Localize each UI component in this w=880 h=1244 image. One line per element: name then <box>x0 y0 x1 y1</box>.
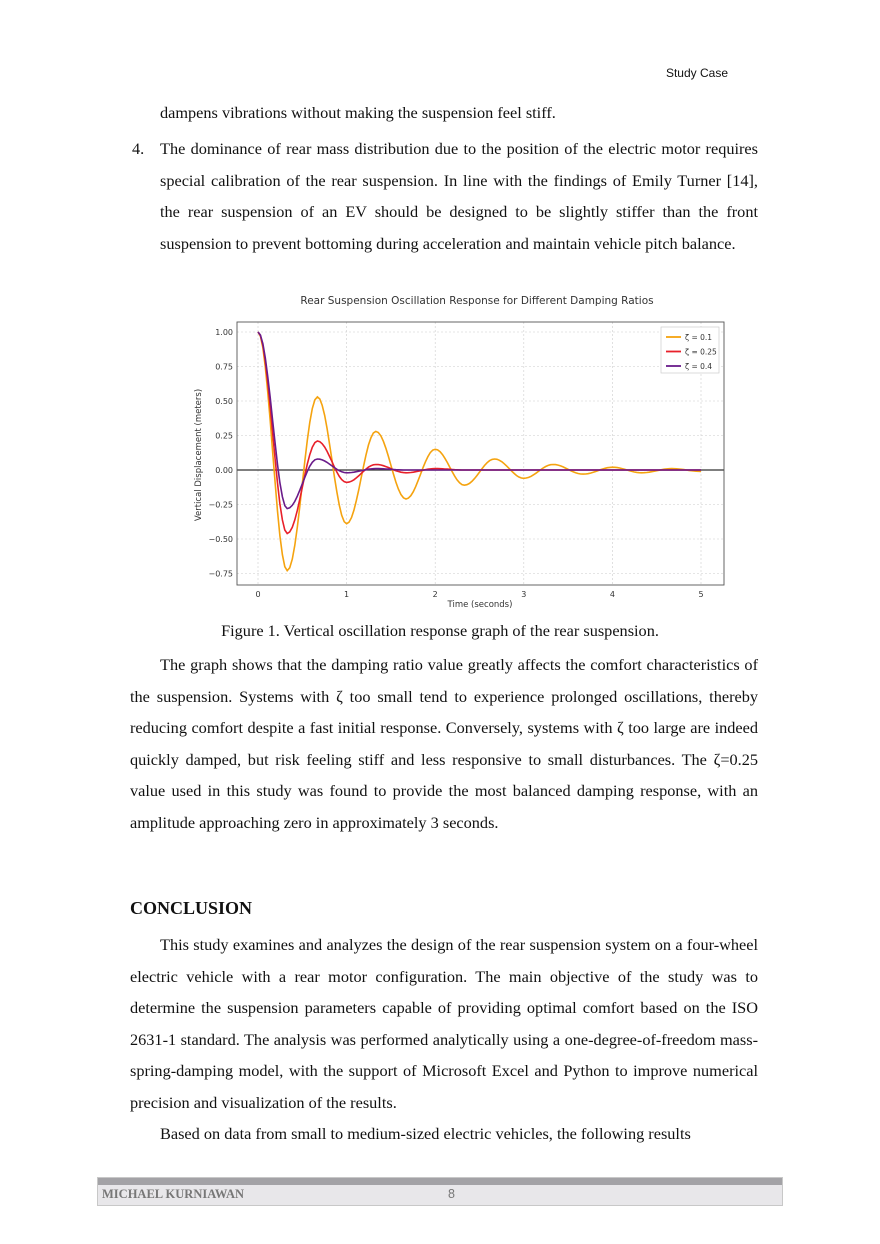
oscillation-chart: Rear Suspension Oscillation Response for… <box>185 285 735 615</box>
footer-bar <box>98 1178 782 1185</box>
paragraph-graph-discussion: The graph shows that the damping ratio v… <box>130 655 758 832</box>
y-tick-label: −0.50 <box>208 535 233 544</box>
section-heading-conclusion: CONCLUSION <box>130 898 253 918</box>
y-tick-label: 0.50 <box>215 397 233 406</box>
figure-caption: Figure 1. Vertical oscillation response … <box>221 621 659 640</box>
list-text: The dominance of rear mass distribution … <box>160 139 758 253</box>
page-number: 8 <box>448 1187 455 1201</box>
series-line-2 <box>257 331 701 510</box>
x-axis-label: Time (seconds) <box>447 600 513 610</box>
x-tick-label: 2 <box>433 590 438 599</box>
list-number: 4. <box>132 139 145 158</box>
y-tick-label: −0.75 <box>208 570 233 579</box>
legend: ζ = 0.1 ζ = 0.25 ζ = 0.4 <box>660 326 720 374</box>
y-tick-label: −0.25 <box>208 501 233 510</box>
x-tick-label: 5 <box>698 590 703 599</box>
y-tick-label: 0.00 <box>215 466 233 475</box>
x-tick-label: 4 <box>610 590 615 599</box>
footer-author: MICHAEL KURNIAWAN <box>102 1187 245 1201</box>
legend-label: ζ = 0.1 <box>685 333 712 342</box>
y-tick-label: 1.00 <box>215 328 233 337</box>
legend-label: ζ = 0.25 <box>685 348 717 357</box>
y-tick-label: 0.25 <box>215 432 233 441</box>
paragraph-conclusion-1: This study examines and analyzes the des… <box>130 935 758 1112</box>
running-header: Study Case <box>665 66 728 80</box>
x-tick-label: 0 <box>255 590 260 599</box>
y-tick-label: 0.75 <box>215 363 233 372</box>
footer: MICHAEL KURNIAWAN 8 <box>97 1177 783 1206</box>
x-tick-label: 3 <box>521 590 526 599</box>
list-item-4: 4. The dominance of rear mass distributi… <box>132 133 758 259</box>
paragraph-continued: dampens vibrations without making the su… <box>160 103 556 122</box>
y-axis-label: Vertical Displacement (meters) <box>194 389 204 521</box>
legend-label: ζ = 0.4 <box>685 362 712 371</box>
chart-title: Rear Suspension Oscillation Response for… <box>300 295 653 307</box>
x-tick-label: 1 <box>344 590 349 599</box>
plot-frame <box>236 321 725 586</box>
paragraph-conclusion-2: Based on data from small to medium-sized… <box>160 1124 691 1143</box>
